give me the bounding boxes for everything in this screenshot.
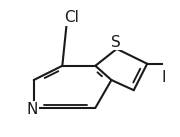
Text: Cl: Cl <box>64 10 79 25</box>
Text: S: S <box>111 35 121 50</box>
Text: I: I <box>161 70 166 85</box>
Text: N: N <box>26 102 38 117</box>
